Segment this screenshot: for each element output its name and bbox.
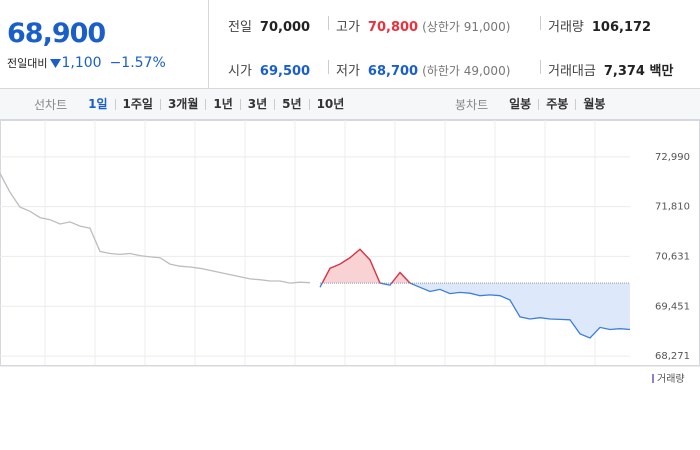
tab-group-label: 봉차트: [455, 97, 489, 112]
change-value: 1,100: [61, 55, 102, 71]
stat: 고가 70,800 (상한가 91,000): [336, 16, 510, 35]
stat: 시가 69,500: [228, 60, 310, 79]
tab[interactable]: 3개월: [159, 98, 205, 110]
legend-label: 거래량: [657, 373, 685, 385]
tab[interactable]: 주봉: [538, 98, 575, 110]
tab[interactable]: 일봉: [509, 96, 532, 111]
tab-bar: 선차트 1일 1주일 3개월 1년 3년 5년 10년 봉차트 일봉 주봉 월봉: [0, 89, 700, 120]
stat: 거래량 106,172: [548, 16, 651, 35]
stat-label: 거래대금: [548, 64, 596, 79]
tab[interactable]: 월봉: [575, 98, 612, 110]
change: 전일대비 1,100 −1.57%: [7, 55, 166, 71]
price-box: 68,900 전일대비 1,100 −1.57%: [0, 0, 209, 88]
tab[interactable]: 1주일: [114, 98, 160, 110]
tab[interactable]: 3년: [239, 98, 274, 110]
stat-note: (하한가 49,000): [422, 64, 511, 78]
area-down: [320, 283, 630, 338]
down-icon: [50, 59, 62, 68]
y-tick-label: 70,631: [655, 251, 690, 262]
divider: [540, 60, 541, 74]
tab-group-label: 선차트: [34, 97, 68, 112]
stat-value: 68,700: [367, 64, 419, 79]
stat-label: 거래량: [548, 20, 584, 35]
divider: [540, 16, 541, 30]
chart: 72,990 71,810 70,631 69,451 68,271 거래량: [0, 120, 700, 385]
stat: 전일 70,000: [228, 16, 310, 35]
area-up: [322, 249, 410, 284]
price-line: [0, 172, 311, 284]
price: 68,900: [7, 18, 106, 49]
stat-value: 7,374 백만: [603, 64, 674, 79]
change-label: 전일대비: [7, 57, 48, 70]
quote-header: 68,900 전일대비 1,100 −1.57% 전일 70,000 고가 70,80…: [0, 0, 700, 89]
divider: [328, 16, 329, 30]
y-tick-label: 72,990: [655, 152, 690, 163]
y-tick-label: 69,451: [655, 301, 690, 312]
stat-value: 70,800: [367, 20, 419, 35]
stat-label: 고가: [336, 20, 360, 35]
stat-label: 저가: [336, 64, 360, 79]
price-line-up: [321, 248, 412, 284]
y-tick-label: 71,810: [655, 202, 690, 213]
stat-value: 106,172: [591, 20, 652, 35]
change-pct: −1.57%: [109, 55, 166, 71]
stat-note: (상한가 91,000): [422, 20, 511, 34]
tab[interactable]: 1일: [88, 96, 108, 111]
stat: 저가 68,700 (하한가 49,000): [336, 60, 510, 79]
tab[interactable]: 10년: [308, 98, 352, 110]
stat-value: 69,500: [259, 64, 311, 79]
stat: 거래대금 7,374 백만: [548, 60, 673, 79]
tab[interactable]: 5년: [274, 98, 308, 110]
y-tick-label: 68,271: [655, 351, 690, 362]
stat-label: 전일: [228, 20, 252, 35]
stat-value: 70,000: [259, 20, 311, 35]
legend-swatch: [652, 374, 654, 383]
tab[interactable]: 1년: [205, 98, 239, 110]
stat-label: 시가: [228, 64, 252, 79]
divider: [328, 60, 329, 74]
